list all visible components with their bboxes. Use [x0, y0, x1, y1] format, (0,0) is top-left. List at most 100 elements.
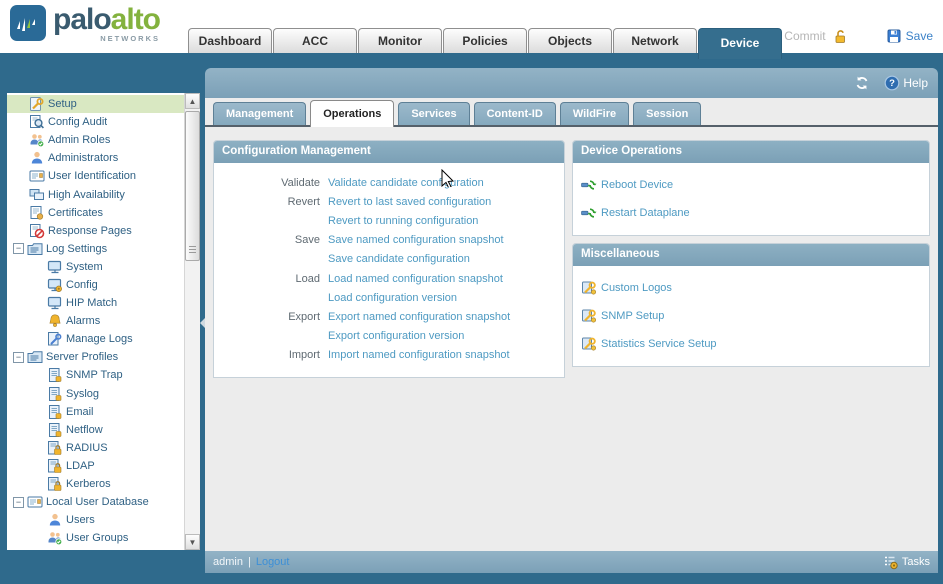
scrollbar-thumb[interactable] [185, 111, 200, 261]
help-button[interactable]: Help [884, 75, 928, 91]
commit-label: Commit [784, 29, 826, 43]
config-action-row: Save Save named configuration snapshot [220, 231, 558, 250]
sidebar-item-email[interactable]: Email [7, 403, 184, 421]
sidebar-collapse-handle[interactable] [200, 318, 205, 328]
main-tab-device[interactable]: Device [698, 28, 782, 59]
sidebar-item-ldap[interactable]: LDAP [7, 457, 184, 475]
sidebar-item-administrators[interactable]: Administrators [7, 149, 184, 167]
setup-icon [29, 96, 45, 112]
sub-tab-services[interactable]: Services [398, 102, 470, 125]
docbadge-icon [47, 422, 63, 438]
sidebar-item-syslog[interactable]: Syslog [7, 385, 184, 403]
sidebar-item-label: SNMP Trap [66, 369, 123, 382]
sidebar-item-hip-match[interactable]: HIP Match [7, 294, 184, 312]
panel-title: Device Operations [573, 141, 929, 163]
sidebar-item-log-settings[interactable]: Log Settings [7, 240, 184, 258]
scroll-down-arrow-icon[interactable]: ▼ [185, 534, 200, 550]
folderlist-icon [27, 349, 43, 365]
main-tab-acc[interactable]: ACC [273, 28, 357, 53]
sidebar-item-config-audit[interactable]: Config Audit [7, 113, 184, 131]
sidebar-item-kerberos[interactable]: Kerberos [7, 475, 184, 493]
main-tab-policies[interactable]: Policies [443, 28, 527, 53]
card-icon [27, 494, 43, 510]
config-action-group-label: Save [294, 234, 320, 247]
sidebar-scrollbar[interactable]: ▲ ▼ [184, 93, 200, 550]
action-link-statistics-service-setup[interactable]: Statistics Service Setup [581, 336, 921, 352]
sidebar-tree: Setup Config Audit Admin Roles Administrato… [7, 93, 200, 550]
main-tab-dashboard[interactable]: Dashboard [188, 28, 272, 53]
sidebar-item-response-pages[interactable]: Response Pages [7, 222, 184, 240]
config-link-save-candidate-configuration[interactable]: Save candidate configuration [328, 253, 470, 266]
sidebar-item-label: Config [66, 278, 98, 291]
sub-tab-session[interactable]: Session [633, 102, 702, 125]
action-link-reboot-device[interactable]: Reboot Device [581, 177, 921, 193]
action-link-label: Statistics Service Setup [601, 338, 717, 350]
sub-tab-wildfire[interactable]: WildFire [559, 102, 630, 125]
main-tab-network[interactable]: Network [613, 28, 697, 53]
sidebar-item-users[interactable]: Users [7, 511, 184, 529]
config-link-validate-candidate-configuration[interactable]: Validate candidate configuration [328, 176, 484, 189]
config-link-load-named-configuration-snapshot[interactable]: Load named configuration snapshot [328, 272, 503, 285]
config-link-load-configuration-version[interactable]: Load configuration version [328, 291, 458, 304]
sidebar-item-label: Certificates [48, 206, 104, 219]
tree-collapse-toggle-icon[interactable] [13, 243, 24, 255]
tree-collapse-toggle-icon[interactable] [13, 351, 24, 363]
config-action-group-label: Import [288, 349, 320, 362]
sub-tab-operations[interactable]: Operations [310, 100, 395, 127]
config-action-group-label: Load [295, 272, 320, 285]
save-label: Save [905, 29, 933, 43]
config-action-group-label: Validate [281, 176, 320, 189]
docwrench-icon [47, 331, 63, 347]
users-icon [29, 132, 45, 148]
config-link-revert-to-running-configuration[interactable]: Revert to running configuration [328, 214, 479, 227]
sidebar-item-label: Users [66, 514, 95, 527]
config-link-export-configuration-version[interactable]: Export configuration version [328, 330, 465, 343]
sidebar-item-high-availability[interactable]: High Availability [7, 185, 184, 203]
config-link-revert-to-last-saved-configuration[interactable]: Revert to last saved configuration [328, 195, 492, 208]
config-action-row: Load configuration version [220, 288, 558, 307]
save-button[interactable]: Save [886, 28, 933, 44]
config-link-import-named-configuration-snapshot[interactable]: Import named configuration snapshot [328, 349, 510, 362]
sub-tab-management[interactable]: Management [213, 102, 307, 125]
sidebar-item-config[interactable]: Config [7, 276, 184, 294]
panel-title: Miscellaneous [573, 244, 929, 266]
sidebar-item-label: Setup [48, 98, 77, 111]
unlocked-padlock-icon[interactable] [832, 28, 848, 44]
sidebar-item-label: Administrators [48, 152, 119, 165]
sidebar-item-user-groups[interactable]: User Groups [7, 529, 184, 547]
config-link-save-named-configuration-snapshot[interactable]: Save named configuration snapshot [328, 234, 504, 247]
sidebar-item-alarms[interactable]: Alarms [7, 312, 184, 330]
sidebar-item-setup[interactable]: Setup [7, 95, 184, 114]
action-link-snmp-setup[interactable]: SNMP Setup [581, 308, 921, 324]
main-tab-monitor[interactable]: Monitor [358, 28, 442, 53]
sidebar-item-label: Log Settings [46, 242, 108, 255]
sidebar-item-server-profiles[interactable]: Server Profiles [7, 348, 184, 366]
tasks-label: Tasks [901, 556, 930, 568]
tasks-button[interactable]: Tasks [883, 554, 930, 570]
sidebar-item-certificates[interactable]: Certificates [7, 204, 184, 222]
sidebar-item-system[interactable]: System [7, 258, 184, 276]
sidebar-item-radius[interactable]: RADIUS [7, 439, 184, 457]
sidebar-item-local-user-database[interactable]: Local User Database [7, 493, 184, 511]
refresh-icon[interactable] [854, 75, 870, 91]
sidebar-item-label: RADIUS [66, 441, 108, 454]
sidebar-item-netflow[interactable]: Netflow [7, 421, 184, 439]
config-action-row: Validate Validate candidate configuration [220, 173, 558, 192]
scroll-up-arrow-icon[interactable]: ▲ [185, 93, 200, 109]
bell-icon [47, 313, 63, 329]
sidebar-item-snmp-trap[interactable]: SNMP Trap [7, 366, 184, 384]
sidebar-item-user-identification[interactable]: User Identification [7, 167, 184, 185]
sidebar-item-manage-logs[interactable]: Manage Logs [7, 330, 184, 348]
brand-word-networks: NETWORKS [100, 34, 161, 43]
config-link-export-named-configuration-snapshot[interactable]: Export named configuration snapshot [328, 310, 511, 323]
cert-icon [29, 205, 45, 221]
sidebar-item-admin-roles[interactable]: Admin Roles [7, 131, 184, 149]
commit-button[interactable]: Commit [764, 28, 826, 44]
user-icon [29, 150, 45, 166]
action-link-custom-logos[interactable]: Custom Logos [581, 280, 921, 296]
logout-link[interactable]: Logout [255, 556, 290, 568]
tree-collapse-toggle-icon[interactable] [13, 496, 24, 508]
action-link-restart-dataplane[interactable]: Restart Dataplane [581, 205, 921, 221]
sub-tab-content-id[interactable]: Content-ID [473, 102, 556, 125]
main-tab-objects[interactable]: Objects [528, 28, 612, 53]
